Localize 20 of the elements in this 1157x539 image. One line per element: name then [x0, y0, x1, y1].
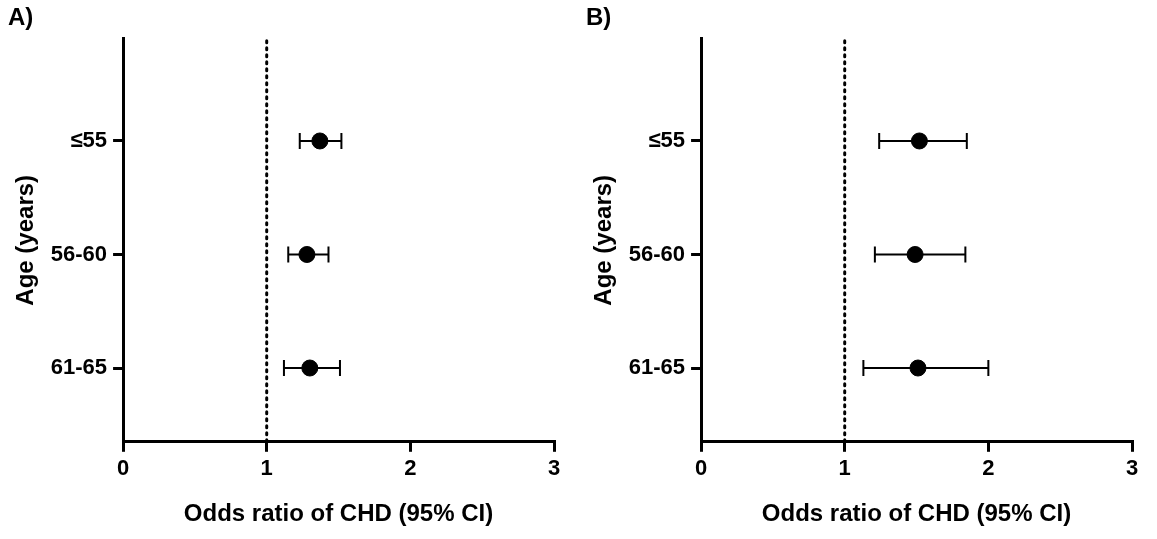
- x-tick-label: 1: [838, 455, 851, 481]
- x-tick-label: 0: [694, 455, 708, 481]
- chart-title: A): [8, 3, 34, 31]
- y-tick-label: 56-60: [50, 240, 108, 266]
- y-axis-title: Age (years): [11, 174, 39, 306]
- chart-title: B): [586, 3, 612, 31]
- y-tick-label: 61-65: [50, 354, 108, 380]
- x-axis-title: Odds ratio of CHD (95% CI): [761, 499, 1072, 527]
- x-tick-label: 2: [404, 455, 417, 481]
- y-axis-title: Age (years): [589, 174, 617, 306]
- x-tick-label: 3: [1125, 455, 1139, 481]
- x-tick-label: 1: [260, 455, 273, 481]
- x-tick-label: 3: [547, 455, 561, 481]
- y-tick-label: ≤55: [70, 127, 108, 153]
- y-tick-label: ≤55: [648, 127, 686, 153]
- y-tick-label: 56-60: [628, 240, 686, 266]
- y-tick-label: 61-65: [628, 354, 686, 380]
- x-tick-label: 2: [982, 455, 995, 481]
- x-axis-title: Odds ratio of CHD (95% CI): [183, 499, 494, 527]
- x-tick-label: 0: [116, 455, 130, 481]
